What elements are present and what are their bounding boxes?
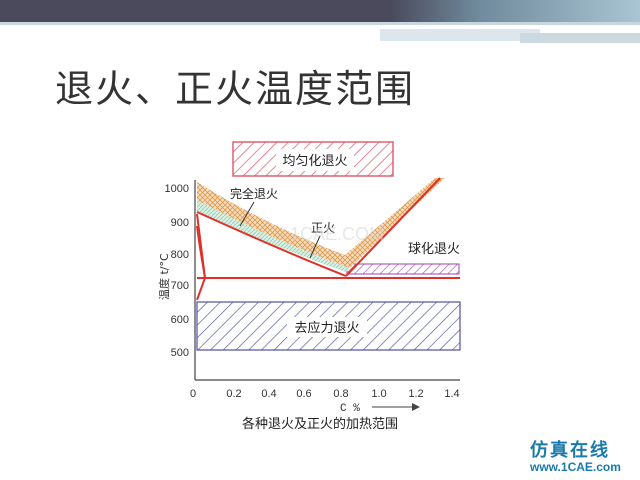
normalizing-leader xyxy=(309,235,321,259)
slide-title: 退火、正火温度范围 xyxy=(55,67,416,111)
homogenizing-label-bg xyxy=(276,149,354,171)
x-tick: 0 xyxy=(190,388,196,400)
stress-relief-label: 去应力退火 xyxy=(294,320,359,336)
y-tick: 600 xyxy=(171,314,189,326)
x-tick: 1.4 xyxy=(444,388,459,400)
y-tick: 900 xyxy=(171,217,189,229)
phase-lines xyxy=(196,177,460,301)
x-tick: 0.6 xyxy=(296,388,311,400)
top-accent-line xyxy=(0,22,640,25)
decor-strip xyxy=(520,33,640,43)
x-tick: 0.4 xyxy=(261,388,276,400)
top-bar-gradient xyxy=(390,0,640,22)
y-tick: 700 xyxy=(171,280,189,292)
y-tick: 500 xyxy=(171,347,189,359)
homogenizing-label: 均匀化退火 xyxy=(282,154,347,169)
brand-url: www.1CAE.com xyxy=(530,460,621,474)
full-annealing-label: 完全退火 xyxy=(230,186,278,201)
watermark-text: 1CAE.COM xyxy=(290,224,384,244)
y-axis-label: 温度 t/°C xyxy=(157,253,171,300)
full-annealing-region xyxy=(197,178,445,268)
decor-strip xyxy=(380,29,540,41)
y-tick: 800 xyxy=(171,249,189,261)
brand-name: 仿真在线 xyxy=(530,440,610,461)
x-axis-ticks: 0 0.2 0.4 0.6 0.8 1.0 1.2 1.4 xyxy=(190,388,460,400)
normalizing-label: 正火 xyxy=(311,221,335,235)
full-annealing-leader xyxy=(239,201,255,227)
stress-relief-label-bg xyxy=(287,317,367,337)
x-axis-arrow-icon xyxy=(372,403,420,411)
x-tick: 1.0 xyxy=(371,388,386,400)
x-tick: 0.8 xyxy=(333,388,348,400)
axes xyxy=(194,180,460,381)
y-axis-ticks: 1000 900 800 700 600 500 xyxy=(165,183,189,359)
spheroidizing-label: 球化退火 xyxy=(408,242,460,257)
diagram-caption: 各种退火及正火的加热范围 xyxy=(242,416,398,432)
brand-logo: 仿真在线 www.1CAE.com xyxy=(530,436,635,476)
x-tick: 1.2 xyxy=(408,388,423,400)
x-tick: 0.2 xyxy=(226,388,241,400)
x-axis-label: C % xyxy=(340,403,360,415)
y-tick: 1000 xyxy=(165,183,189,195)
spheroidizing-region xyxy=(346,263,460,275)
